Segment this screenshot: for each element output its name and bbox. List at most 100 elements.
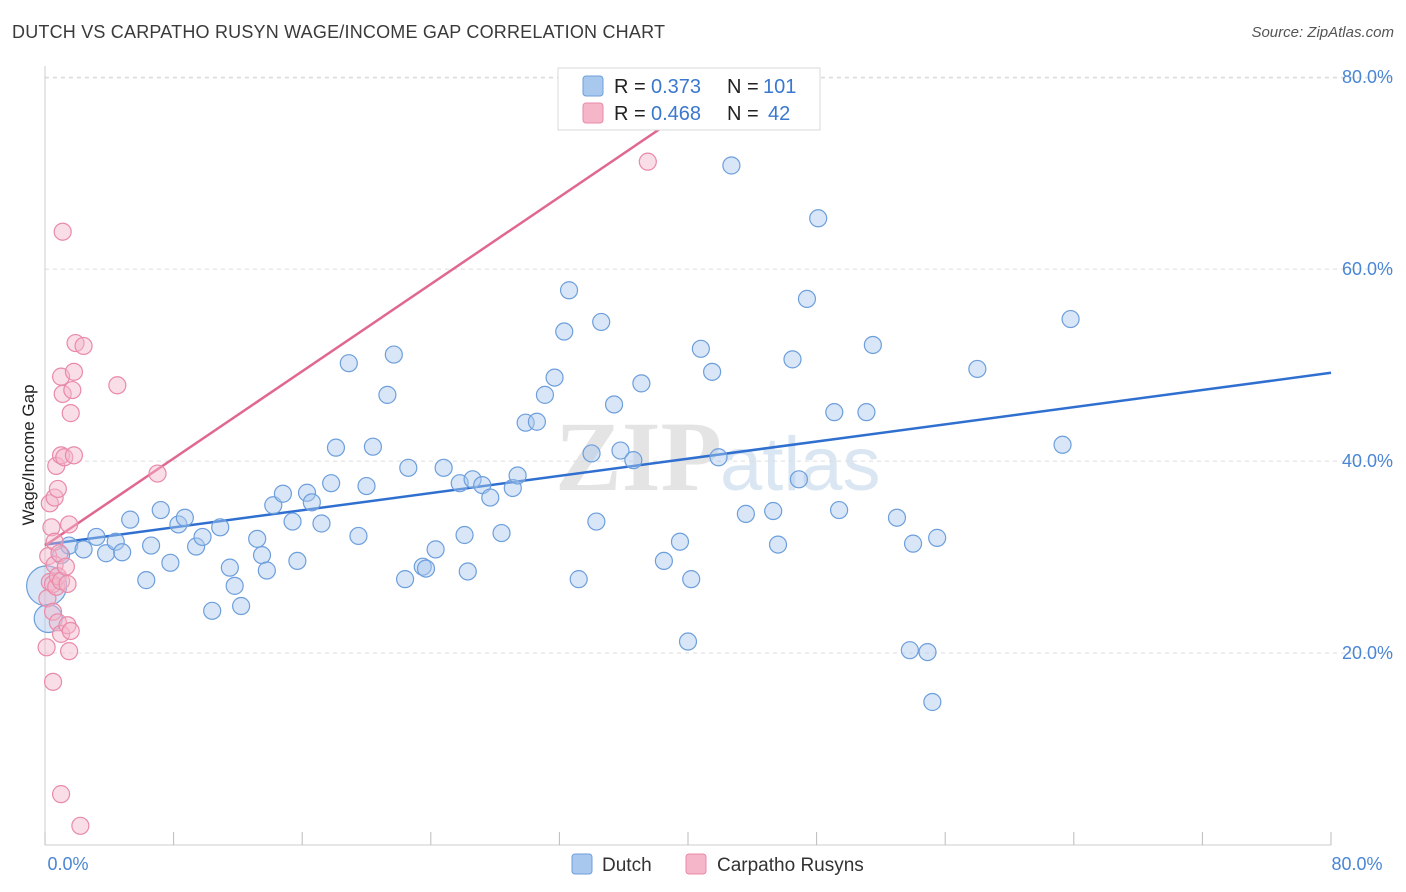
series-legend-label-dutch: Dutch <box>602 855 652 876</box>
rusyn-point <box>63 380 82 400</box>
source-credit: Source: ZipAtlas.com <box>1251 24 1394 41</box>
dutch-point <box>492 523 511 543</box>
stats-legend: R = 0.373 N = 101 R = 0.468 N = 42 <box>557 67 821 131</box>
dutch-point <box>357 476 376 496</box>
dutch-point <box>416 559 436 578</box>
dutch-point <box>678 632 698 651</box>
legend-r-value-dutch: 0.373 <box>651 76 701 98</box>
rusyn-point <box>71 816 90 835</box>
series-legend-swatch-dutch <box>571 853 593 875</box>
dutch-point <box>232 596 251 616</box>
dutch-point <box>887 508 907 527</box>
dutch-point <box>203 601 222 620</box>
dutch-point <box>670 532 690 551</box>
dutch-point <box>863 335 882 355</box>
dutch-point <box>903 534 923 553</box>
dutch-point <box>248 529 267 548</box>
rusyn-point <box>53 222 72 241</box>
dutch-point <box>211 518 230 537</box>
dutch-point <box>363 437 383 456</box>
dutch-point <box>709 448 728 467</box>
dutch-point <box>322 474 341 493</box>
dutch-point <box>458 562 477 581</box>
dutch-point <box>481 488 500 507</box>
dutch-point <box>137 571 156 590</box>
dutch-point <box>611 441 630 460</box>
axes <box>44 66 1332 846</box>
dutch-point <box>928 528 947 547</box>
dutch-point <box>395 570 415 589</box>
dutch-point <box>60 536 79 555</box>
dutch-point <box>349 526 368 546</box>
legend-r-label-dutch: R = <box>614 76 646 98</box>
dutch-point <box>257 561 276 580</box>
y-tick-label: 20.0% <box>1342 643 1393 663</box>
rusyn-point <box>45 532 64 551</box>
dutch-point <box>789 470 809 489</box>
legend-n-value-dutch: 101 <box>763 76 796 98</box>
dutch-point <box>1053 435 1072 454</box>
dutch-point <box>326 438 346 457</box>
series-legend-swatch-rusyn <box>685 853 707 875</box>
rusyn-point <box>638 152 657 171</box>
dutch-point <box>968 359 987 379</box>
dutch-point <box>736 504 755 523</box>
series-legend: Dutch Carpatho Rusyns <box>571 853 864 876</box>
legend-r-value-rusyn: 0.468 <box>651 103 701 125</box>
rusyn-point <box>64 446 84 465</box>
dutch-point <box>918 642 937 662</box>
x-tick-label: 0.0% <box>47 854 88 874</box>
dutch-point <box>297 483 317 502</box>
y-tick-label: 40.0% <box>1342 451 1393 471</box>
dutch-point <box>151 500 170 520</box>
dutch-point <box>463 470 482 489</box>
data-points <box>26 152 1080 835</box>
dutch-point <box>923 692 942 712</box>
dutch-point <box>378 385 397 404</box>
x-tick-label: 80.0% <box>1331 854 1382 874</box>
dutch-point <box>682 570 701 589</box>
dutch-point <box>582 444 601 463</box>
dutch-point <box>768 535 788 554</box>
legend-swatch-rusyn <box>582 102 604 124</box>
dutch-point <box>220 558 239 577</box>
rusyn-point <box>43 672 63 691</box>
dutch-point <box>141 536 161 555</box>
y-tick-label: 80.0% <box>1342 67 1393 87</box>
gridlines <box>45 76 1392 654</box>
dutch-point <box>384 345 403 364</box>
legend-swatch-dutch <box>582 75 604 97</box>
dutch-point <box>113 543 132 562</box>
dutch-point <box>187 537 206 556</box>
dutch-point <box>193 527 212 547</box>
dutch-point <box>273 484 293 503</box>
rusyn-point <box>148 464 167 483</box>
y-tick-label: 60.0% <box>1342 259 1393 279</box>
dutch-point <box>74 540 93 559</box>
series-legend-label-rusyn: Carpatho Rusyns <box>717 855 864 876</box>
rusyn-point <box>108 376 127 395</box>
dutch-point <box>527 412 546 431</box>
rusyn-trend-line <box>44 116 678 547</box>
dutch-point <box>825 403 844 422</box>
rusyn-point <box>58 616 77 635</box>
dutch-point <box>604 395 624 414</box>
dutch-point <box>722 156 741 175</box>
dutch-point <box>426 540 445 559</box>
dutch-point <box>413 557 432 576</box>
dutch-point <box>535 385 555 404</box>
watermark-zip: ZIP <box>555 401 722 512</box>
legend-n-value-rusyn: 42 <box>768 103 790 125</box>
dutch-point <box>121 510 140 529</box>
watermark-atlas: atlas <box>720 422 881 507</box>
dutch-point <box>764 501 783 521</box>
rusyn-point <box>61 404 80 423</box>
dutch-point <box>434 458 453 477</box>
rusyn-point <box>58 574 77 594</box>
legend-n-label-rusyn: N = <box>727 103 759 125</box>
dutch-point <box>161 553 180 572</box>
rusyn-point <box>53 384 72 404</box>
rusyn-point <box>42 518 61 537</box>
rusyn-point <box>43 602 63 621</box>
rusyn-point <box>48 479 67 499</box>
